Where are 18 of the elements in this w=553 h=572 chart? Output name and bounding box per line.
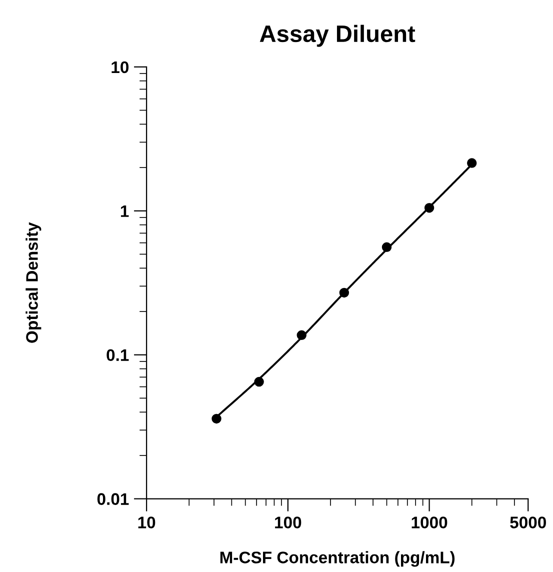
x-tick-label: 5000 <box>510 516 546 528</box>
y-tick-label: 0.01 <box>97 493 129 505</box>
x-axis-title: M-CSF Concentration (pg/mL) <box>220 551 455 567</box>
point <box>424 202 434 213</box>
x-tick-label: 10 <box>138 516 156 528</box>
y-tick-label: 0.1 <box>106 349 129 362</box>
point <box>466 158 477 168</box>
point <box>254 376 264 387</box>
point <box>339 288 350 298</box>
y-tick-label: 10 <box>112 61 129 74</box>
x-tick-label: 1000 <box>412 516 448 528</box>
point <box>296 330 306 340</box>
point <box>382 242 392 252</box>
y-tick-label: 1 <box>120 205 129 217</box>
chart-title: Assay Diluent <box>260 24 416 47</box>
y-axis-title: Optical Density <box>26 222 42 343</box>
x-tick-label: 100 <box>275 516 302 528</box>
point <box>212 414 222 424</box>
